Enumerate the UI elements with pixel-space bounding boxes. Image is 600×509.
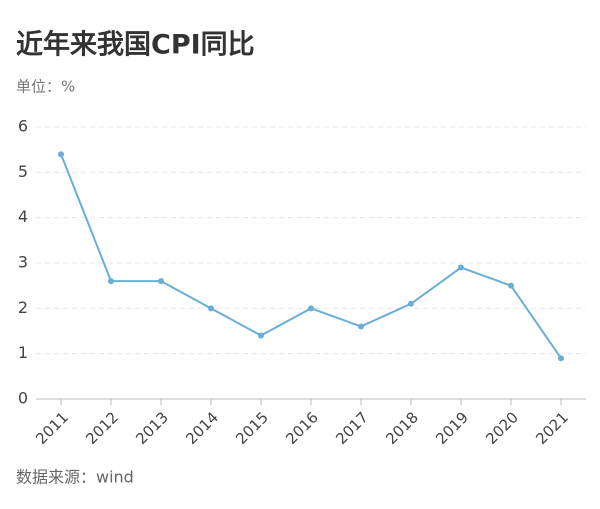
y-tick-label: 2 — [18, 298, 28, 317]
point — [158, 278, 164, 285]
y-tick-label: 5 — [18, 162, 28, 181]
y-tick-label: 4 — [18, 207, 28, 226]
chart-source: 数据来源：wind — [16, 468, 134, 487]
x-tick-label: 2018 — [382, 408, 422, 448]
point — [208, 305, 214, 312]
x-tick-label: 2013 — [132, 408, 172, 448]
x-tick-label: 2012 — [82, 408, 122, 448]
x-tick-label: 2017 — [332, 408, 372, 448]
x-tick-label: 2020 — [482, 408, 522, 448]
point — [258, 332, 264, 339]
chart-title: 近年来我国CPI同比 — [16, 29, 255, 61]
x-tick-label: 2021 — [532, 408, 572, 448]
point — [358, 323, 364, 330]
y-tick-label: 6 — [18, 117, 28, 136]
y-tick-label: 0 — [18, 389, 28, 408]
y-tick-label: 1 — [18, 343, 28, 362]
chart-subtitle: 单位：% — [16, 78, 75, 96]
point — [558, 355, 564, 362]
point — [408, 300, 414, 307]
x-tick-label: 2016 — [282, 408, 322, 448]
point — [58, 151, 64, 158]
x-tick-label: 2015 — [232, 408, 272, 448]
x-tick-label: 2011 — [32, 408, 72, 448]
y-tick-label: 3 — [18, 253, 28, 272]
x-tick-label: 2014 — [182, 408, 222, 448]
point — [308, 305, 314, 312]
point — [508, 282, 514, 289]
point — [458, 264, 464, 271]
point — [108, 278, 114, 285]
line — [60, 153, 562, 359]
x-tick-label: 2019 — [432, 408, 472, 448]
